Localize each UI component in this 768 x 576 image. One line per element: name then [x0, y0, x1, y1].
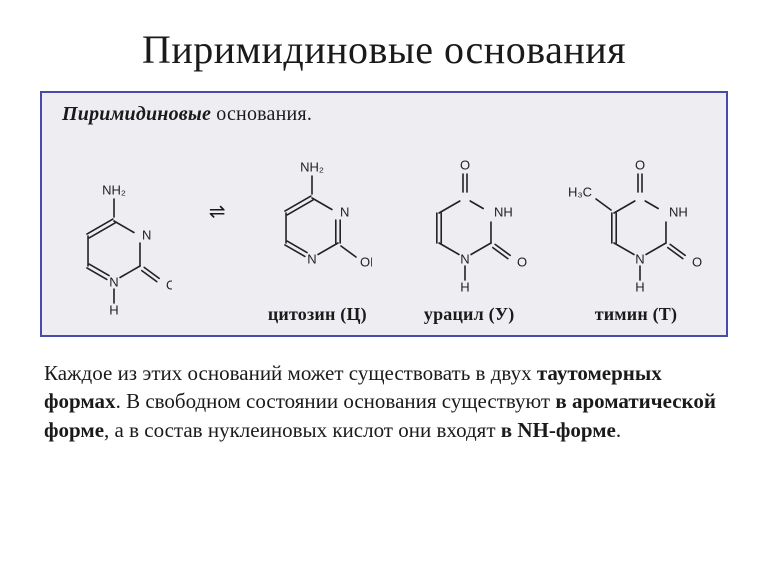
slide: Пиримидиновые основания Пиримидиновые ос…: [0, 0, 768, 576]
svg-text:H: H: [635, 279, 644, 294]
svg-text:H: H: [109, 302, 118, 317]
figure-box: Пиримидиновые основания. NNHONH₂ ⇌ NNNH₂…: [40, 91, 728, 337]
svg-text:N: N: [340, 204, 349, 219]
svg-text:N: N: [109, 274, 118, 289]
thymine-col: NH NH O O H₃C тимин (Т): [566, 132, 706, 325]
figure-heading: Пиримидиновые основания.: [62, 103, 710, 126]
svg-text:O: O: [635, 157, 645, 172]
svg-text:H: H: [460, 279, 469, 294]
svg-text:OH: OH: [360, 254, 372, 269]
cytosine-enol-col: N N NH₂ OH цитозин (Ц): [262, 132, 372, 325]
svg-text:N: N: [460, 251, 469, 266]
figure-heading-bold: Пиримидиновые: [62, 103, 211, 125]
p4: .: [616, 418, 621, 442]
svg-text:N: N: [635, 251, 644, 266]
svg-text:NH: NH: [494, 204, 513, 219]
uracil-structure: NH NH O O: [409, 132, 529, 302]
svg-text:N: N: [142, 227, 151, 242]
slide-title: Пиримидиновые основания: [40, 26, 728, 73]
thymine-structure: NH NH O O H₃C: [566, 132, 706, 302]
body-paragraph: Каждое из этих оснований может существов…: [40, 359, 728, 444]
svg-text:O: O: [692, 254, 702, 269]
svg-text:NH₂: NH₂: [102, 182, 126, 197]
cytosine-enol-structure: N N NH₂ OH: [262, 132, 372, 302]
uracil-label: урацил (У): [424, 304, 515, 325]
svg-text:NH: NH: [669, 204, 688, 219]
cytosine-nh-col: NNHONH₂: [62, 155, 172, 325]
cytosine-label: цитозин (Ц): [268, 304, 367, 325]
svg-text:H₃C: H₃C: [568, 184, 592, 199]
thymine-label: тимин (Т): [595, 304, 678, 325]
equilibrium-icon: ⇌: [209, 199, 226, 258]
uracil-col: NH NH O O урацил (У): [409, 132, 529, 325]
p3: , а в состав нуклеиновых кислот они вход…: [104, 418, 501, 442]
cytosine-nh-structure: NNHONH₂: [62, 155, 172, 325]
svg-text:O: O: [460, 157, 470, 172]
svg-text:O: O: [166, 277, 172, 292]
b3: в NH-форме: [501, 418, 616, 442]
svg-text:O: O: [517, 254, 527, 269]
svg-text:NH₂: NH₂: [300, 159, 324, 174]
molecule-row: NNHONH₂ ⇌ NNNH₂OH цитозин (Ц) NHNHOO ура…: [58, 132, 710, 325]
figure-heading-rest: основания.: [211, 103, 312, 125]
p2: . В свободном состоянии основания сущест…: [116, 389, 556, 413]
p1: Каждое из этих оснований может существов…: [44, 361, 537, 385]
svg-text:N: N: [308, 251, 317, 266]
